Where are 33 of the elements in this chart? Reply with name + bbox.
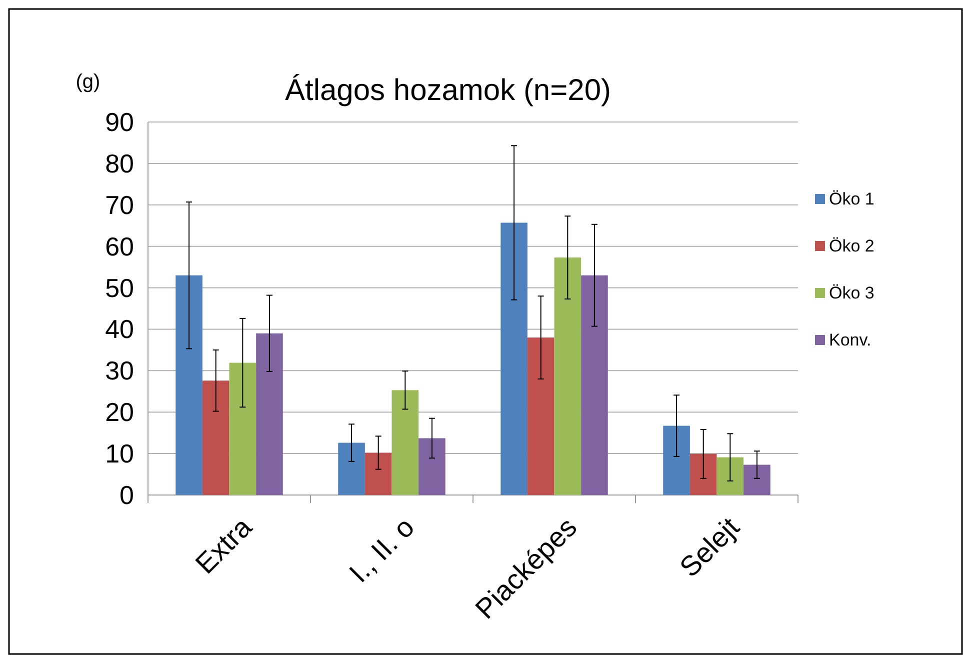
y-tick-label: 20 <box>105 397 134 428</box>
x-tick-label: I., II. o <box>343 511 420 588</box>
y-tick-label: 30 <box>105 356 134 386</box>
bar <box>663 426 690 495</box>
bar <box>229 362 256 495</box>
bar <box>418 438 446 495</box>
bar <box>364 452 392 495</box>
bar <box>392 390 419 495</box>
bar <box>744 464 770 495</box>
y-axis-title: (g) <box>76 71 100 93</box>
bar <box>581 275 608 495</box>
y-tick-label: 80 <box>105 148 134 178</box>
bar <box>176 275 202 495</box>
bar <box>554 258 582 495</box>
bar <box>256 333 283 495</box>
y-tick-label: 50 <box>105 272 134 303</box>
y-tick-label: 0 <box>120 480 134 510</box>
bar <box>716 457 744 495</box>
chart-title: Átlagos hozamok (n=20) <box>284 73 612 107</box>
bar <box>690 454 717 495</box>
legend-label: Öko 1 <box>829 190 874 208</box>
bar <box>202 380 230 495</box>
y-tick-label: 90 <box>105 107 134 137</box>
legend-label: Öko 3 <box>829 284 874 302</box>
bar <box>500 222 528 495</box>
bar <box>527 338 554 495</box>
bar <box>338 442 365 495</box>
y-tick-label: 10 <box>105 438 134 469</box>
legend-label: Öko 2 <box>829 236 874 256</box>
y-tick-label: 70 <box>105 190 134 220</box>
y-tick-label: 40 <box>105 314 134 344</box>
legend-label: Konv. <box>829 330 872 350</box>
y-tick-label: 60 <box>105 231 134 262</box>
